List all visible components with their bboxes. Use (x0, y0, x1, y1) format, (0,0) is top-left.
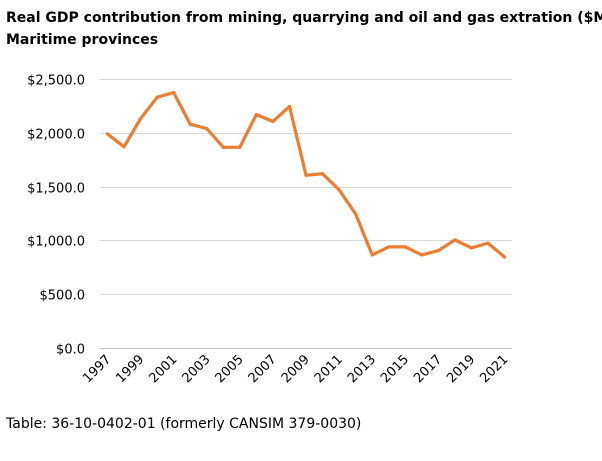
data-point (354, 212, 358, 216)
series-layer (105, 90, 507, 259)
data-point (221, 145, 225, 149)
chart-subtitle: Maritime provinces (6, 32, 159, 48)
data-point (122, 145, 126, 149)
data-point (287, 104, 292, 109)
x-tick-label: 2015 (378, 352, 412, 386)
x-tick-label: 2021 (477, 352, 511, 386)
x-tick-label: 2009 (279, 352, 313, 386)
data-point (502, 255, 507, 259)
data-point (205, 126, 209, 131)
x-tick-label: 2007 (246, 352, 280, 386)
x-tick-label: 2003 (180, 352, 214, 386)
data-point (304, 173, 308, 177)
data-point (370, 253, 374, 257)
y-tick-label: $2,500.0 (27, 74, 85, 89)
x-tick-label: 1999 (113, 352, 147, 386)
y-tick-label: $1,500.0 (27, 182, 85, 197)
y-axis-tick-labels: $0.0 $500.0 $1,000.0 $1,500.0 $2,000.0 $2,500… (27, 74, 85, 358)
x-tick-label: 2005 (213, 352, 247, 386)
x-tick-label: 2019 (444, 352, 478, 386)
y-tick-label: $0.0 (56, 343, 85, 358)
data-point (254, 112, 258, 117)
x-tick-label: 2011 (312, 352, 346, 386)
gridlines (100, 79, 512, 349)
x-axis-tick-labels: 1997 1999 2001 2003 2005 2007 2009 2011 2013 2015… (80, 352, 511, 386)
chart-title: Real GDP contribution from mining, quarr… (6, 7, 602, 51)
data-point (172, 90, 176, 95)
data-point (337, 188, 341, 192)
source-note: Table: 36-10-0402-01 (formerly CANSIM 37… (6, 416, 362, 432)
data-point (469, 246, 474, 250)
x-tick-label: 1997 (80, 352, 114, 386)
data-point (155, 95, 159, 99)
data-point (486, 241, 490, 245)
data-point (320, 172, 325, 176)
data-point (238, 145, 242, 149)
y-tick-label: $500.0 (40, 289, 86, 304)
data-point (271, 119, 275, 124)
data-point (453, 238, 457, 242)
chart-title-line: Real GDP contribution from mining, quarr… (6, 10, 602, 26)
data-point (138, 117, 143, 121)
x-tick-label: 2013 (345, 352, 379, 386)
data-point (105, 132, 110, 136)
data-point (188, 122, 192, 126)
x-tick-label: 2017 (411, 352, 445, 386)
data-point (436, 249, 440, 253)
data-point (403, 245, 407, 249)
y-tick-label: $1,000.0 (27, 235, 85, 250)
data-point (420, 253, 424, 257)
x-tick-label: 2001 (146, 352, 180, 386)
data-point (387, 245, 391, 249)
y-tick-label: $2,000.0 (27, 128, 85, 143)
